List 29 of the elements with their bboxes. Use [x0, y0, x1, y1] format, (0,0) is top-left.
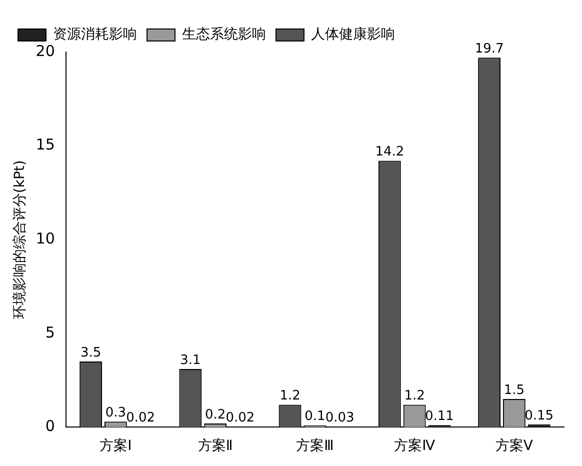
data-label: 0.02 — [226, 410, 255, 426]
data-label: 0.03 — [325, 410, 354, 426]
data-label: 1.5 — [504, 382, 525, 398]
data-label: 0.1 — [304, 409, 326, 424]
legend-label: 生态系统影响 — [182, 26, 266, 43]
y-tick-label: 15 — [36, 136, 55, 154]
x-tick-label: 方案Ⅱ — [198, 437, 233, 454]
data-label: 0.02 — [126, 410, 156, 426]
data-label: 0.15 — [524, 408, 554, 424]
y-tick-label: 10 — [36, 229, 55, 248]
y-axis-title: 环境影响的综合评分(kPt) — [12, 160, 28, 320]
data-label: 14.2 — [375, 144, 404, 160]
data-label: 1.2 — [280, 388, 300, 404]
data-label: 1.2 — [404, 388, 425, 404]
data-label: 0.2 — [204, 407, 226, 422]
legend-label: 人体健康影响 — [311, 26, 395, 43]
legend-label: 资源消耗影响 — [53, 26, 137, 43]
data-label: 3.5 — [80, 345, 102, 360]
y-tick-label: 20 — [36, 42, 55, 60]
x-tick-label: 方案Ⅴ — [495, 437, 534, 454]
x-tick-label: 方案Ⅰ — [100, 437, 132, 454]
x-tick-label: 方案Ⅳ — [394, 437, 436, 454]
y-tick-label: 5 — [45, 323, 55, 342]
data-label: 3.1 — [180, 352, 201, 368]
data-label: 0.3 — [105, 405, 126, 420]
x-tick-label: 方案Ⅲ — [296, 437, 334, 454]
data-label: 0.11 — [424, 409, 454, 424]
data-label: 19.7 — [474, 42, 504, 57]
y-tick-label: 0 — [45, 417, 55, 436]
